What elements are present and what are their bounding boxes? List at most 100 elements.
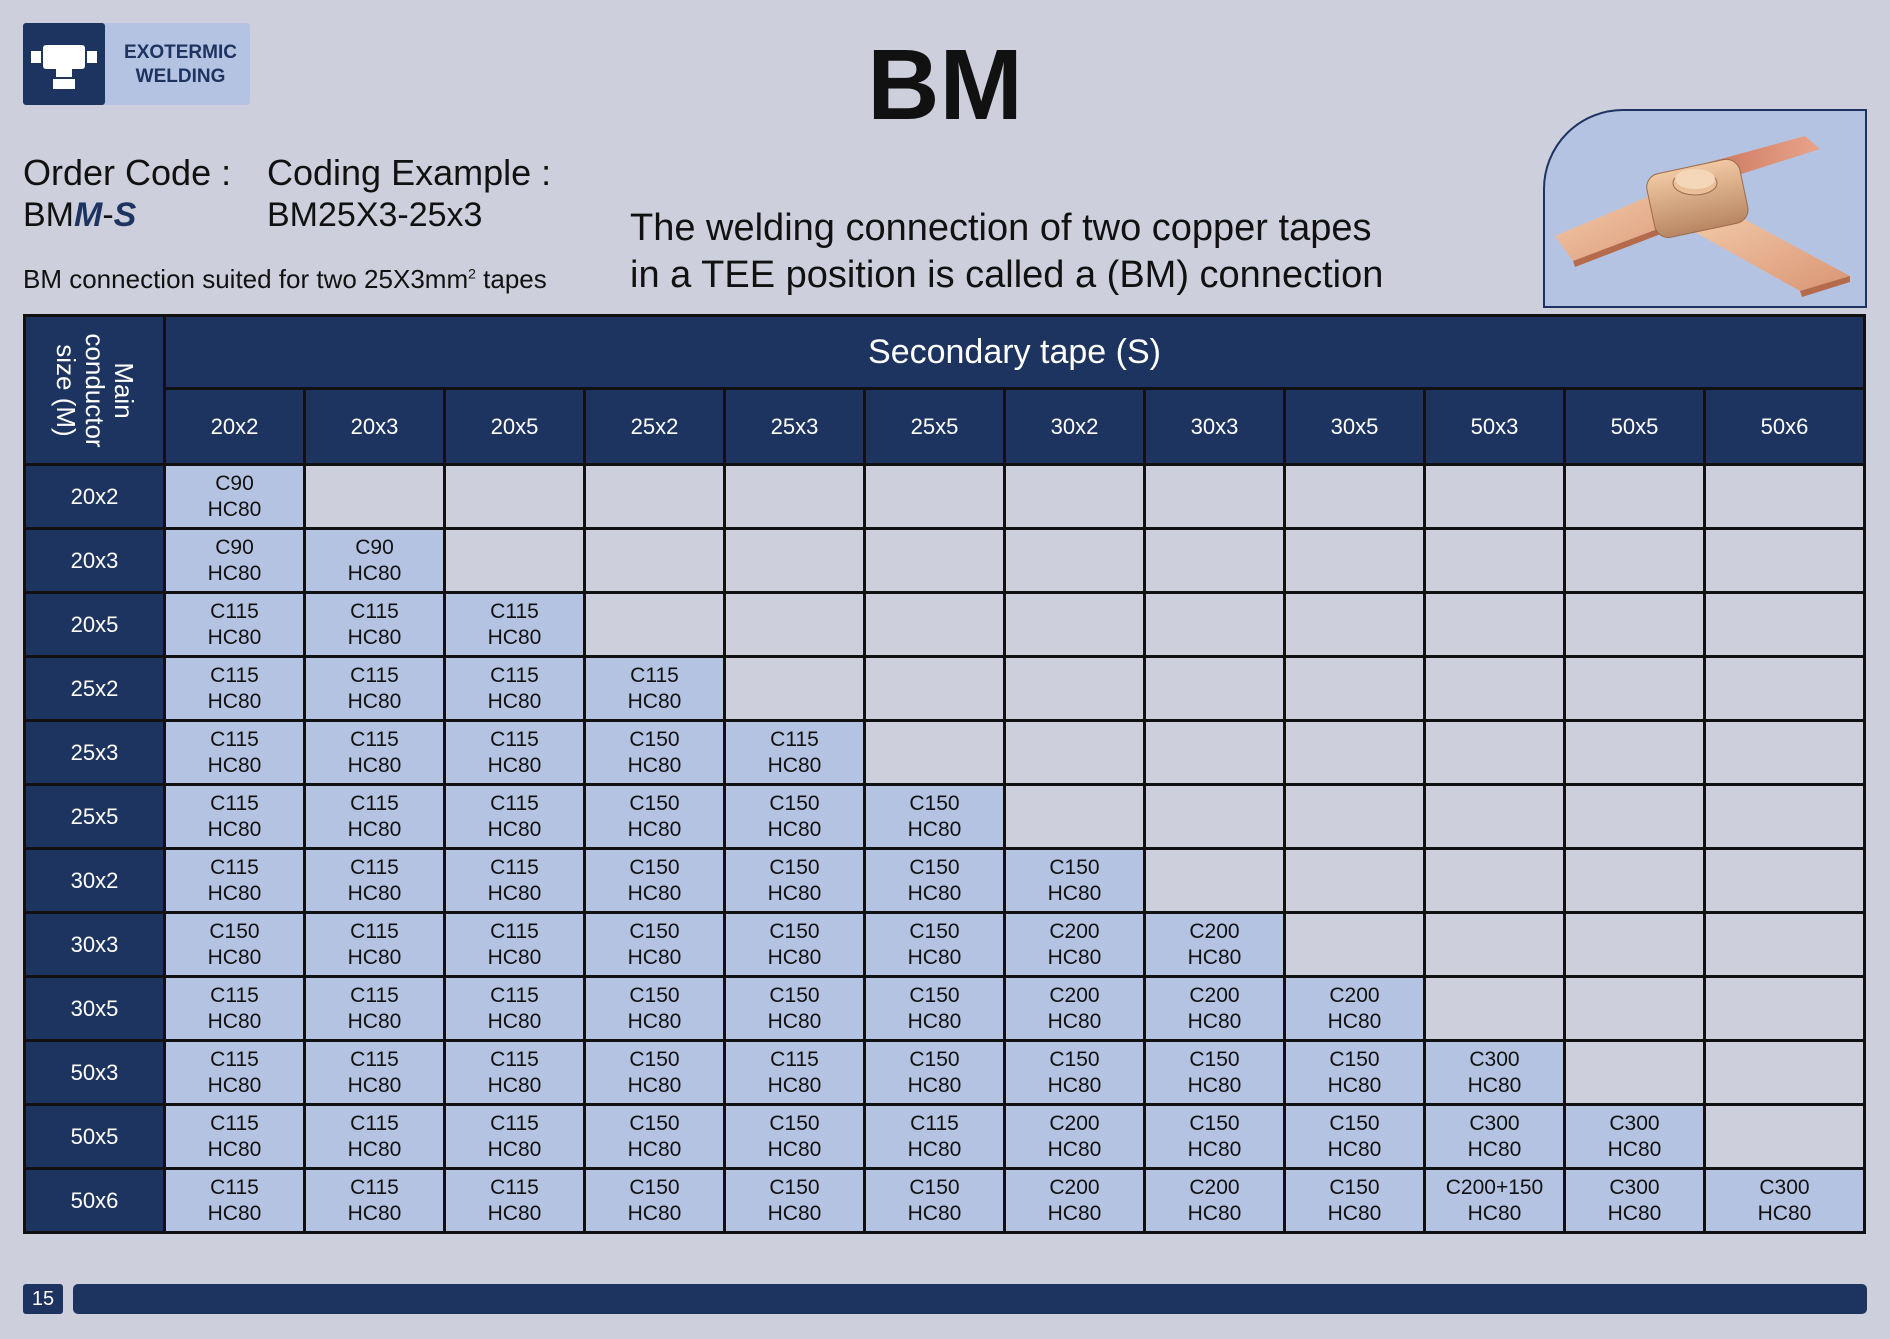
cartridge-code: C150 [909,919,960,943]
cartridge-code: C115 [350,599,399,623]
cartridge-code: C200 [1189,1175,1240,1199]
cartridge-code: C115 [350,727,399,751]
mold-code: HC80 [207,497,262,521]
table-cell: C115 HC80 [163,1167,306,1234]
empty-cell [1703,911,1866,978]
cartridge-code: C150 [1189,1111,1240,1135]
table-cell: C150 HC80 [583,975,726,1042]
cartridge-code: C115 [770,1047,819,1071]
cartridge-code: C150 [1189,1047,1240,1071]
empty-cell [1283,847,1426,914]
empty-cell [1003,655,1146,722]
table-cell: C115 HC80 [723,1039,866,1106]
table-cell: C150 HC80 [583,719,726,786]
mold-code: HC80 [347,625,402,649]
mold-code: HC80 [207,1073,262,1097]
product-image [1543,109,1867,308]
row-header: 30x2 [23,847,166,914]
table-cell: C150 HC80 [583,847,726,914]
mold-code: HC80 [207,1201,262,1225]
empty-cell [1423,463,1566,530]
column-header-row: 20x2 20x3 20x5 25x2 25x3 25x5 30x2 30x3 30x5 50x3… [25,387,1866,466]
mold-code: HC80 [207,561,262,585]
table-cell: C115 HC80 [443,911,586,978]
table-cell: C115 HC80 [303,591,446,658]
empty-cell [1563,527,1706,594]
mold-code: HC80 [627,817,682,841]
table-row: 30x5 C115 HC80 C115 HC80 C115 HC80 C150 HC80 C150… [23,975,1866,1042]
table-cell: C150 HC80 [1283,1039,1426,1106]
table-cell: C115 HC80 [723,719,866,786]
empty-cell [863,463,1006,530]
table-cell: C150 HC80 [1143,1039,1286,1106]
empty-cell [1003,783,1146,850]
mold-code: HC80 [1047,945,1102,969]
table-cell: C150 HC80 [863,911,1006,978]
mold-code: HC80 [1187,1073,1242,1097]
table-cell: C115 HC80 [303,1039,446,1106]
cartridge-code: C150 [1049,1047,1100,1071]
table-cell: C115 HC80 [303,655,446,722]
mold-code: HC80 [207,753,262,777]
row-header: 25x3 [23,719,166,786]
suitability-note: BM connection suited for two 25X3mm2 tap… [23,264,547,294]
empty-cell [1703,1039,1866,1106]
empty-cell [863,655,1006,722]
row-header: 25x2 [23,655,166,722]
mold-code: HC80 [627,1073,682,1097]
column-header: 50x3 [1423,387,1566,466]
empty-cell [1563,783,1706,850]
column-header: 25x2 [583,387,726,466]
cartridge-code: C200+150 [1445,1175,1544,1199]
empty-cell [1003,527,1146,594]
empty-cell [1563,1039,1706,1106]
cartridge-code: C150 [909,983,960,1007]
empty-cell [1143,719,1286,786]
table-cell: C150 HC80 [863,1167,1006,1234]
empty-cell [1563,975,1706,1042]
empty-cell [583,527,726,594]
mold-code: HC80 [1187,1009,1242,1033]
empty-cell [723,463,866,530]
column-header: 50x6 [1703,387,1866,466]
cartridge-code: C115 [490,727,539,751]
mold-code: HC80 [207,881,262,905]
cartridge-code: C150 [769,919,820,943]
empty-cell [1703,527,1866,594]
mold-code: HC80 [207,945,262,969]
table-cell: C150 HC80 [163,911,306,978]
table-cell: C115 HC80 [163,1103,306,1170]
table-cell: C150 HC80 [863,783,1006,850]
empty-cell [1703,655,1866,722]
empty-cell [1423,527,1566,594]
empty-cell [1143,783,1286,850]
cartridge-code: C150 [909,791,960,815]
table-cell: C115 HC80 [443,719,586,786]
order-code-label: Order Code : [23,152,232,193]
cartridge-code: C115 [490,855,539,879]
table-cell: C115 HC80 [303,975,446,1042]
empty-cell [1423,783,1566,850]
mold-code: HC80 [1187,1201,1242,1225]
table-row: 50x3 C115 HC80 C115 HC80 C115 HC80 C150 HC80 C115… [23,1039,1866,1106]
empty-cell [1563,463,1706,530]
table-row: 30x3 C150 HC80 C115 HC80 C115 HC80 C150 HC80 C150… [23,911,1866,978]
compatibility-table: Main conductor size (M) Secondary tape (… [23,314,1866,1234]
empty-cell [1703,975,1866,1042]
cartridge-code: C90 [215,471,254,495]
table-cell: C115 HC80 [303,783,446,850]
empty-cell [1423,719,1566,786]
empty-cell [723,591,866,658]
cartridge-code: C150 [1329,1047,1380,1071]
cartridge-code: C150 [629,1175,680,1199]
table-cell: C115 HC80 [583,655,726,722]
column-header: 30x5 [1283,387,1426,466]
cartridge-code: C150 [1329,1175,1380,1199]
mold-code: HC80 [907,1137,962,1161]
mold-code: HC80 [207,625,262,649]
cartridge-code: C115 [210,983,259,1007]
cartridge-code: C200 [1049,983,1100,1007]
cartridge-code: C200 [1189,983,1240,1007]
mold-code: HC80 [907,817,962,841]
cartridge-code: C150 [769,1175,820,1199]
